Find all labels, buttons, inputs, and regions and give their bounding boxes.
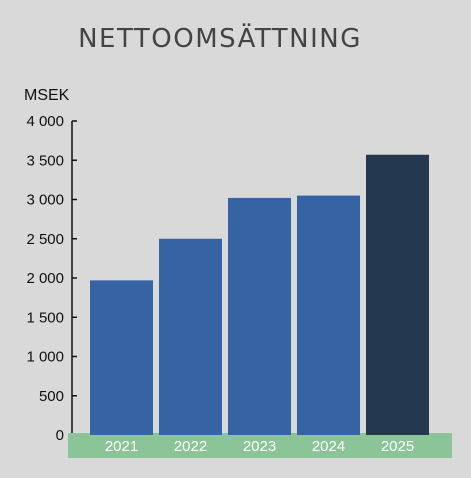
x-category-label: 2023 bbox=[243, 438, 276, 455]
bar-2022 bbox=[159, 238, 222, 435]
chart-title: NETTOOMSÄTTNING bbox=[78, 24, 362, 54]
y-tick-label: 3 000 bbox=[26, 192, 64, 209]
bar-2024 bbox=[297, 195, 360, 435]
x-category-label: 2024 bbox=[312, 438, 345, 455]
y-axis-unit-label: MSEK bbox=[24, 87, 70, 104]
y-tick-label: 500 bbox=[39, 388, 64, 405]
y-tick-label: 3 500 bbox=[26, 152, 64, 169]
y-tick-label: 1 000 bbox=[26, 349, 64, 366]
y-tick-label: 2 000 bbox=[26, 270, 64, 287]
x-category-label: 2022 bbox=[174, 438, 207, 455]
y-tick-label: 1 500 bbox=[26, 309, 64, 326]
y-tick-label: 4 000 bbox=[26, 113, 64, 130]
category-band bbox=[68, 433, 452, 458]
y-tick-label: 0 bbox=[56, 427, 64, 444]
x-category-label: 2021 bbox=[105, 438, 138, 455]
y-tick-label: 2 500 bbox=[26, 231, 64, 248]
category-labels: 2021 2022 2023 2024 2025 bbox=[105, 438, 414, 455]
bar-2023 bbox=[228, 197, 291, 435]
bar-2021 bbox=[90, 280, 153, 435]
bar-2025 bbox=[366, 154, 429, 435]
bars bbox=[90, 154, 429, 435]
x-category-label: 2025 bbox=[381, 438, 414, 455]
y-axis: 0 500 1 000 1 500 2 000 2 500 3 000 3 500 4 000 bbox=[26, 113, 77, 444]
